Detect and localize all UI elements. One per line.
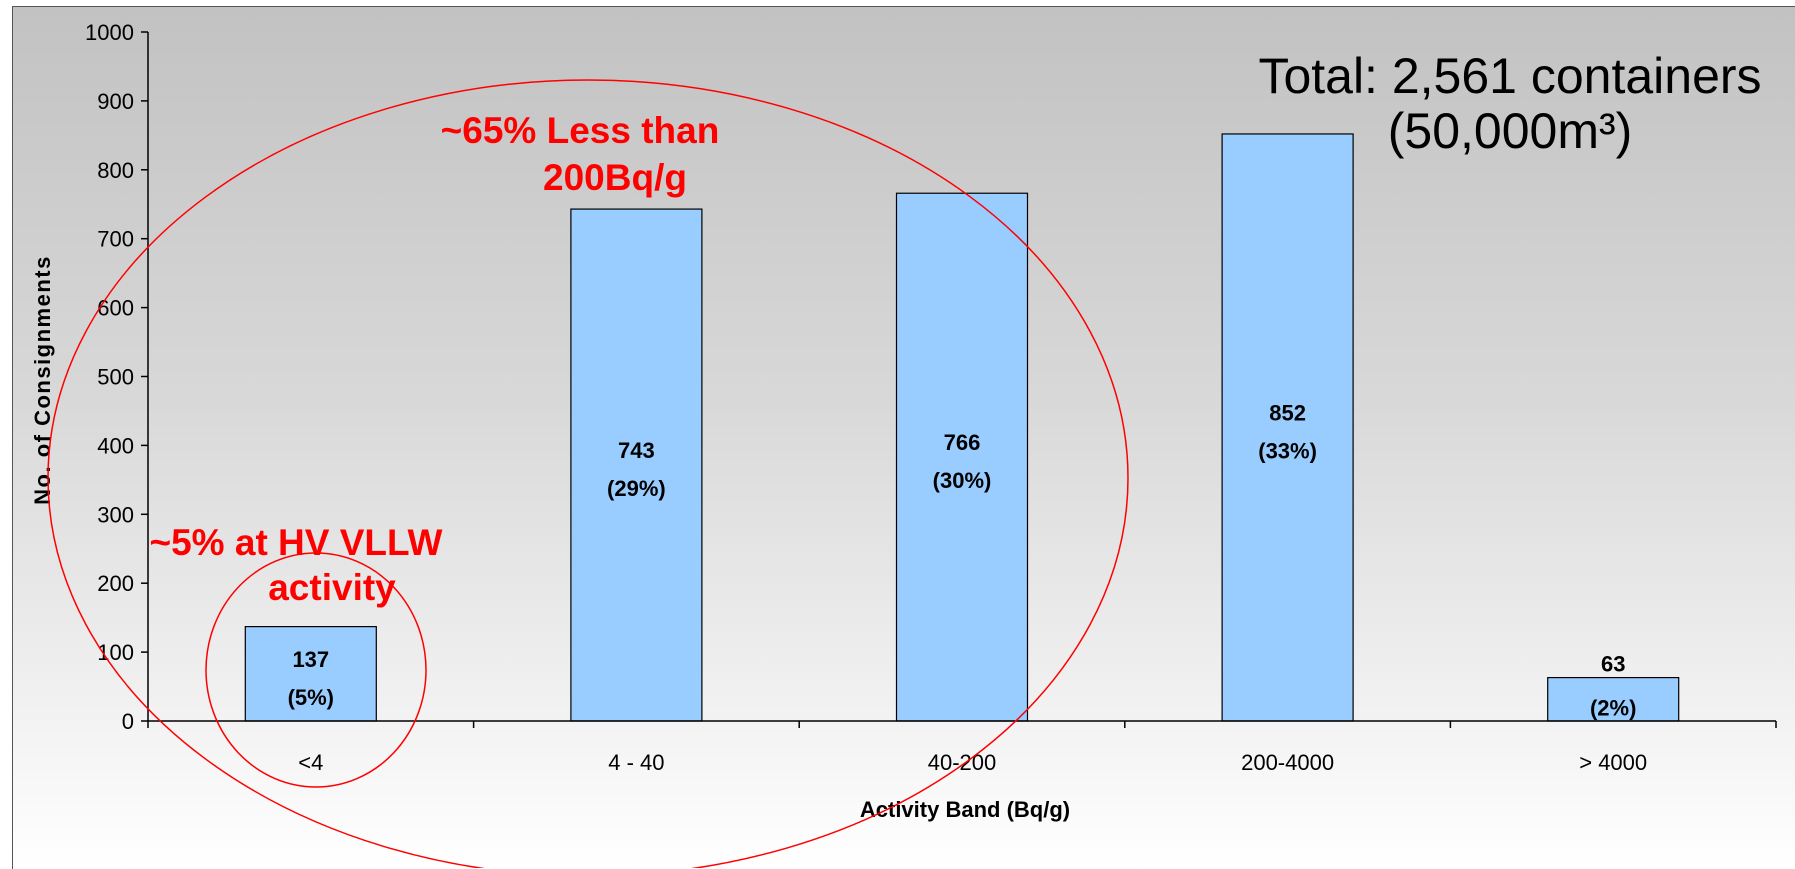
small-group-annotation-line2: activity — [268, 567, 396, 608]
y-tick-label: 900 — [97, 89, 134, 114]
x-tick-label: 4 - 40 — [608, 750, 664, 775]
bar — [895, 192, 1029, 722]
bar-value-label: 137 — [292, 647, 329, 672]
bar-percent-label: (30%) — [933, 468, 992, 493]
large-group-annotation-line1: ~65% Less than — [441, 110, 720, 151]
bar — [244, 626, 377, 722]
y-tick-label: 1000 — [85, 20, 134, 45]
y-tick-label: 800 — [97, 158, 134, 183]
x-axis-ticks: <4 4 - 40 40-200 200-4000 > 4000 — [147, 721, 1777, 775]
bar-value-label: 743 — [618, 438, 655, 463]
large-group-annotation-line2: 200Bq/g — [543, 157, 687, 198]
bar-percent-label: (33%) — [1258, 438, 1317, 463]
bars — [244, 133, 1680, 722]
y-tick-label: 200 — [97, 571, 134, 596]
bar-percent-label: (5%) — [288, 685, 334, 710]
x-tick-label: 40-200 — [928, 750, 997, 775]
bar-value-label: 766 — [944, 430, 981, 455]
x-tick-label: > 4000 — [1579, 750, 1647, 775]
y-tick-label: 400 — [97, 433, 134, 458]
small-group-ellipse — [205, 552, 427, 788]
y-tick-label: 300 — [97, 502, 134, 527]
bar-data-labels: 137 (5%) 743 (29%) 766 (30%) 852 (33%) 63 (2%) — [288, 400, 1637, 720]
bar-value-label: 852 — [1269, 400, 1306, 425]
x-tick-label: <4 — [298, 750, 323, 775]
total-annotation-line2: (50,000m³) — [1388, 103, 1633, 159]
large-group-ellipse — [47, 79, 1129, 868]
x-axis-title: Activity Band (Bq/g) — [860, 797, 1070, 822]
bar — [1221, 133, 1354, 722]
y-tick-label: 700 — [97, 227, 134, 252]
total-annotation-line1: Total: 2,561 containers — [1258, 48, 1761, 104]
bar-value-label: 63 — [1601, 652, 1625, 677]
bar-percent-label: (29%) — [607, 476, 666, 501]
y-tick-label: 600 — [97, 296, 134, 321]
bar — [570, 208, 703, 722]
x-tick-label: 200-4000 — [1241, 750, 1334, 775]
y-axis-title: No. of Consignments — [30, 255, 55, 505]
bar-percent-label: (2%) — [1590, 696, 1636, 721]
bar — [1547, 676, 1680, 722]
y-tick-label: 500 — [97, 365, 134, 390]
small-group-annotation-line1: ~5% at HV VLLW — [150, 522, 443, 563]
y-tick-label: 0 — [122, 709, 134, 734]
